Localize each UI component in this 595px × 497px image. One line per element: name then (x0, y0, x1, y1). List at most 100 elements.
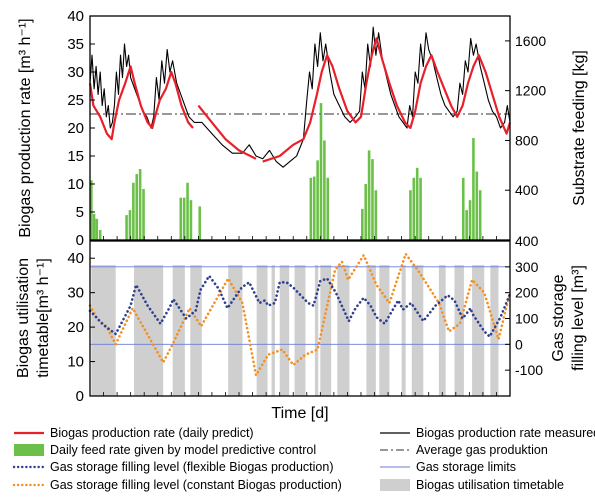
predicted-rate-segment (262, 37, 512, 163)
feed-bar (326, 177, 330, 240)
legend-item: Gas storage filling level (constant Biog… (12, 478, 342, 492)
top-left-tick-label: 5 (76, 204, 84, 221)
constant-production-storage-polyline (88, 252, 512, 377)
constant-production-storage-line (88, 252, 512, 377)
feed-bar (468, 200, 472, 240)
bottom-right-tick-label: 200 (515, 285, 539, 301)
legend-label: Daily feed rate given by model predictiv… (50, 443, 316, 457)
top-right-tick-label: 1600 (515, 33, 546, 49)
feed-bar (412, 177, 416, 240)
legend-item: Average gas produktion (380, 443, 548, 457)
bottom-left-tick-label: 10 (67, 354, 84, 371)
top-left-tick-label: 30 (67, 64, 84, 81)
bottom-right-ticks: -100 0 100 200 300 400 (505, 233, 543, 378)
legend-swatch (14, 444, 44, 456)
legend-label: Biogas production rate measured (416, 426, 595, 440)
bottom-right-tick-label: 300 (515, 259, 539, 275)
legend-item: Gas storage limits (380, 460, 516, 474)
feed-bar (415, 167, 419, 240)
feed-bar (128, 210, 132, 240)
top-left-tick-label: 0 (76, 232, 84, 249)
legend-label: Gas storage filling level (constant Biog… (50, 478, 342, 492)
bottom-panel: 0 10 20 30 40 -100 0 100 200 300 400 Biogas utili… (15, 233, 587, 422)
legend: Biogas production rate (daily predict) Bi… (12, 426, 595, 492)
top-left-tick-label: 10 (67, 176, 84, 193)
top-left-tick-label: 15 (67, 148, 84, 165)
feed-bar (182, 197, 186, 240)
feed-bar (312, 176, 316, 240)
utilisation-block (411, 265, 424, 396)
flexible-production-storage-polyline (88, 274, 512, 338)
utilisation-block (454, 265, 464, 396)
top-right-ticks: 400 800 1200 1600 (505, 33, 546, 198)
feed-bar (316, 160, 319, 240)
utilisation-block (190, 265, 202, 396)
top-x-ticks (103, 236, 497, 240)
feed-bar (132, 182, 135, 240)
feed-bar (309, 177, 313, 240)
bottom-left-axis-title: Biogas utilisation timetable[m³ h⁻¹] (15, 258, 52, 378)
top-left-tick-label: 35 (67, 36, 84, 53)
feed-bar (472, 137, 475, 240)
legend-label: Biogas utilisation timetable (416, 478, 564, 492)
measured-rate-polyline (89, 26, 511, 168)
top-right-tick-label: 1200 (515, 83, 546, 99)
top-left-tick-label: 20 (67, 120, 84, 137)
feed-bar (475, 171, 479, 240)
bottom-right-tick-label: 400 (515, 233, 539, 249)
utilisation-block (438, 265, 446, 396)
utilisation-block (279, 265, 290, 396)
utilisation-block (271, 265, 275, 396)
legend-swatch (380, 479, 410, 491)
feed-rate-bars (90, 103, 482, 240)
feed-bar (465, 210, 468, 240)
x-axis-title: Time [d] (271, 405, 328, 422)
top-right-axis-title: Substrate feeding [kg] (571, 50, 588, 206)
feed-bar (419, 177, 422, 240)
feed-bar (367, 150, 371, 240)
bottom-right-axis-title-line2: filling level [m³] (570, 265, 587, 371)
feed-bar (95, 218, 99, 240)
feed-bar (478, 190, 482, 240)
feed-bar (371, 159, 374, 240)
legend-item: Daily feed rate given by model predictiv… (14, 443, 316, 457)
measured-rate-line (89, 26, 511, 168)
feed-bar (198, 206, 202, 240)
top-left-tick-label: 40 (67, 8, 84, 25)
utilisation-timetable-blocks (91, 265, 499, 396)
predicted-rate-segment (197, 104, 257, 160)
predicted-rate-line (88, 37, 512, 163)
legend-label: Gas storage filling level (flexible Biog… (50, 460, 333, 474)
top-left-axis-title: Biogas production rate [m³ h⁻¹] (17, 18, 34, 237)
bottom-left-ticks: 0 10 20 30 40 (67, 250, 95, 405)
feed-bar (374, 190, 378, 240)
bottom-x-ticks (103, 392, 497, 396)
utilisation-block (379, 265, 390, 396)
bottom-right-tick-label: 0 (515, 336, 523, 352)
bottom-right-tick-label: -100 (515, 362, 543, 378)
feed-bar (319, 103, 323, 240)
bottom-right-tick-label: 100 (515, 311, 539, 327)
utilisation-block (314, 265, 319, 396)
flexible-production-storage-line (88, 274, 512, 338)
utilisation-block (401, 265, 406, 396)
predicted-rate-segment (88, 65, 194, 141)
feed-bar (98, 230, 102, 240)
legend-label: Biogas production rate (daily predict) (50, 426, 254, 440)
bottom-right-axis-title-line1: Gas storage (550, 274, 567, 361)
top-right-tick-label: 400 (515, 182, 539, 198)
feed-bar (409, 190, 412, 240)
legend-item: Biogas utilisation timetable (380, 478, 564, 492)
feed-bar (189, 200, 193, 240)
utilisation-block (337, 265, 350, 396)
legend-label: Gas storage limits (416, 460, 516, 474)
feed-bar (179, 197, 183, 240)
feed-bar (364, 184, 368, 240)
feed-bar (186, 182, 189, 240)
feed-bar (142, 188, 145, 240)
top-left-ticks: 0 5 10 15 20 25 30 35 40 (67, 8, 95, 249)
bottom-right-axis-title: Gas storage filling level [m³] (550, 265, 587, 371)
feed-bar (323, 140, 326, 240)
legend-item: Biogas production rate (daily predict) (14, 426, 254, 440)
top-right-tick-label: 800 (515, 132, 539, 148)
